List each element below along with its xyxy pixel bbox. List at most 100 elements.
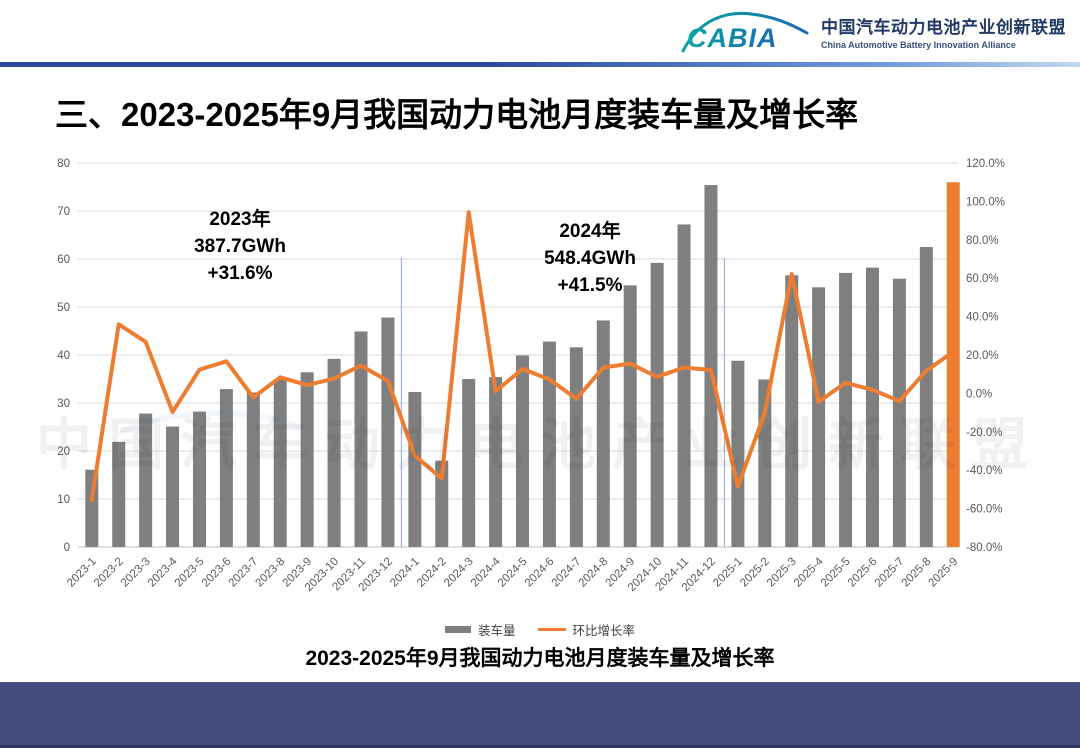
bar-2023-8 [273, 379, 287, 547]
bar-2023-11 [354, 331, 368, 547]
car-swoosh-icon [681, 11, 809, 53]
legend-item-line: 环比增长率 [537, 620, 636, 639]
bar-2024-3 [462, 379, 476, 547]
bar-2023-10 [327, 358, 341, 547]
mom-growth-line [89, 210, 956, 502]
annotation-2023-growth: +31.6% [207, 263, 273, 284]
bar-2025-7 [892, 278, 906, 547]
right-axis-tick: 120.0% [966, 158, 1005, 170]
cabia-logo: CABIA 中国汽车动力电池产业创新联盟 China Automotive Ba… [681, 6, 1066, 56]
header-divider [0, 62, 1080, 67]
x-tick-2023-1: 2023-1 [65, 556, 99, 590]
annotation-2023-total: 387.7GWh [194, 236, 286, 257]
bar-swatch-icon [444, 626, 471, 633]
bar-2024-11 [677, 224, 691, 547]
x-tick-2024-3: 2024-3 [442, 556, 476, 590]
x-tick-2025-2: 2025-2 [738, 556, 772, 590]
bar-2024-1 [408, 391, 422, 547]
x-tick-2025-1: 2025-1 [711, 556, 745, 590]
header: CABIA 中国汽车动力电池产业创新联盟 China Automotive Ba… [0, 0, 1080, 62]
cabia-logo-text: CABIA [687, 23, 778, 53]
right-axis-tick: 0.0% [966, 388, 992, 400]
bar-2023-9 [300, 372, 314, 547]
right-axis-tick: -20.0% [966, 427, 1002, 439]
left-axis-tick: 50 [57, 302, 70, 314]
x-tick-2023-7: 2023-7 [227, 556, 261, 590]
bar-2024-10 [650, 262, 664, 547]
left-axis-tick: 10 [57, 494, 70, 506]
bar-2023-12 [381, 317, 395, 547]
chart-caption: 2023-2025年9月我国动力电池月度装车量及增长率 [305, 647, 775, 670]
chart-legend: 装车量 环比增长率 [0, 620, 1080, 639]
left-axis-tick: 60 [57, 254, 70, 266]
x-tick-2023-8: 2023-8 [254, 556, 288, 590]
x-tick-2025-6: 2025-6 [846, 556, 880, 590]
right-axis-tick: 20.0% [966, 350, 999, 362]
bar-2025-1 [731, 360, 745, 547]
org-name-cn: 中国汽车动力电池产业创新联盟 [821, 17, 1066, 37]
cabia-logo-mark: CABIA [681, 6, 809, 56]
bar-2025-3 [785, 275, 799, 547]
x-tick-2024-2: 2024-2 [415, 556, 449, 590]
bar-2023-6 [219, 389, 233, 547]
annotation-2024-total: 548.4GWh [544, 248, 636, 269]
x-tick-2023-6: 2023-6 [200, 556, 234, 590]
legend-label-line: 环比增长率 [572, 624, 636, 638]
bar-2025-6 [865, 267, 879, 547]
x-tick-2024-1: 2024-1 [388, 556, 422, 590]
page-title: 三、2023-2025年9月我国动力电池月度装车量及增长率 [55, 96, 859, 133]
annotation-2023: 2023年 387.7GWh +31.6% [150, 206, 330, 287]
x-tick-2025-7: 2025-7 [873, 556, 907, 590]
org-names: 中国汽车动力电池产业创新联盟 China Automotive Battery … [821, 13, 1066, 50]
bar-2024-2 [435, 460, 449, 547]
left-axis-tick: 40 [57, 350, 70, 362]
footer-bar [0, 682, 1080, 748]
bar-2023-7 [246, 392, 260, 547]
bar-2024-5 [516, 355, 530, 547]
x-tick-2024-8: 2024-8 [577, 556, 611, 590]
x-tick-2023-5: 2023-5 [173, 556, 207, 590]
x-tick-2025-9: 2025-9 [927, 556, 961, 590]
left-axis-tick: 70 [57, 206, 70, 218]
x-tick-2025-3: 2025-3 [765, 556, 799, 590]
left-axis-tick: 30 [57, 398, 70, 410]
bar-2024-9 [623, 285, 637, 547]
line-swatch-icon [537, 627, 566, 632]
bar-2025-8 [919, 247, 933, 547]
bar-2025-4 [812, 287, 826, 547]
org-name-en: China Automotive Battery Innovation Alli… [821, 39, 1016, 50]
x-tick-2025-8: 2025-8 [900, 556, 934, 590]
bar-2024-12 [704, 185, 718, 547]
right-axis-tick: -60.0% [966, 504, 1002, 516]
combo-chart-svg: 0 10 20 30 40 50 60 70 80 120.0% 100.0% 80.0% 60.0% 4… [57, 158, 1005, 594]
bar-2025-9 [946, 182, 960, 547]
bar-2025-5 [839, 272, 853, 547]
right-axis-tick: 60.0% [966, 273, 999, 285]
bar-2024-6 [542, 341, 556, 547]
chart-area: 0 10 20 30 40 50 60 70 80 120.0% 100.0% 80.0% 60.0% 4… [0, 128, 1080, 630]
bar-2023-5 [192, 411, 206, 547]
left-axis-tick: 0 [64, 542, 70, 554]
right-axis-tick: -40.0% [966, 465, 1002, 477]
x-tick-2023-2: 2023-2 [92, 556, 126, 590]
left-axis-tick: 20 [57, 446, 70, 458]
x-tick-2024-6: 2024-6 [523, 556, 557, 590]
bar-2023-4 [166, 426, 180, 547]
bar-2024-7 [569, 347, 583, 547]
bar-2023-3 [139, 413, 153, 547]
right-axis-tick: 40.0% [966, 312, 999, 324]
x-tick-2024-7: 2024-7 [550, 556, 584, 590]
annotation-2024-growth: +41.5% [557, 275, 623, 296]
x-tick-2024-5: 2024-5 [496, 556, 530, 590]
bar-2023-2 [112, 441, 126, 547]
bar-2024-4 [489, 377, 503, 547]
legend-item-bars: 装车量 [444, 620, 516, 639]
bar-2024-8 [596, 320, 610, 547]
x-tick-2023-3: 2023-3 [119, 556, 153, 590]
left-axis-tick: 80 [57, 158, 70, 170]
right-axis-tick: -80.0% [966, 542, 1002, 554]
right-axis-tick: 100.0% [966, 196, 1005, 208]
annotation-2023-year: 2023年 [209, 209, 271, 230]
annotation-2024-year: 2024年 [559, 221, 621, 242]
